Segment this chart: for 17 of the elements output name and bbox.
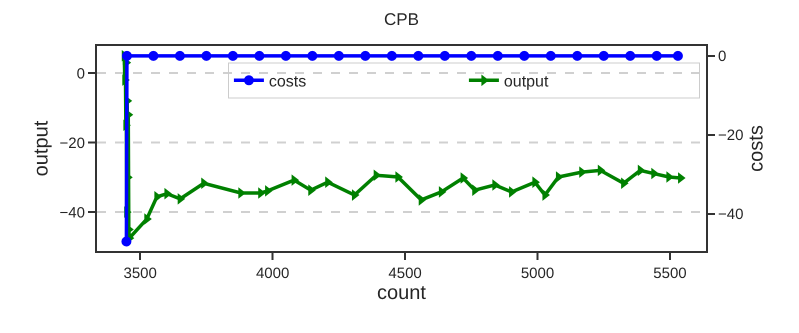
x-axis-title: count (377, 282, 426, 304)
x-tick-label: 3500 (123, 265, 157, 282)
x-tick-label: 5500 (653, 265, 687, 282)
x-tick-label: 4500 (388, 265, 422, 282)
y2-tick-label: −40 (718, 206, 744, 224)
y-tick-label: −20 (60, 134, 85, 152)
y2-axis-title: costs (745, 125, 768, 172)
y2-tick-label: −20 (718, 127, 744, 144)
y-tick-label: 0 (76, 65, 85, 82)
legend-label: costs (268, 74, 306, 91)
chart-title: CPB (384, 10, 419, 30)
y2-tick-label: 0 (718, 48, 726, 66)
y-axis-title: output (30, 120, 53, 176)
x-tick-label: 4000 (256, 265, 290, 282)
y-tick-label: −40 (60, 204, 85, 222)
legend-label: output (504, 74, 549, 91)
x-tick-label: 5000 (520, 265, 554, 282)
